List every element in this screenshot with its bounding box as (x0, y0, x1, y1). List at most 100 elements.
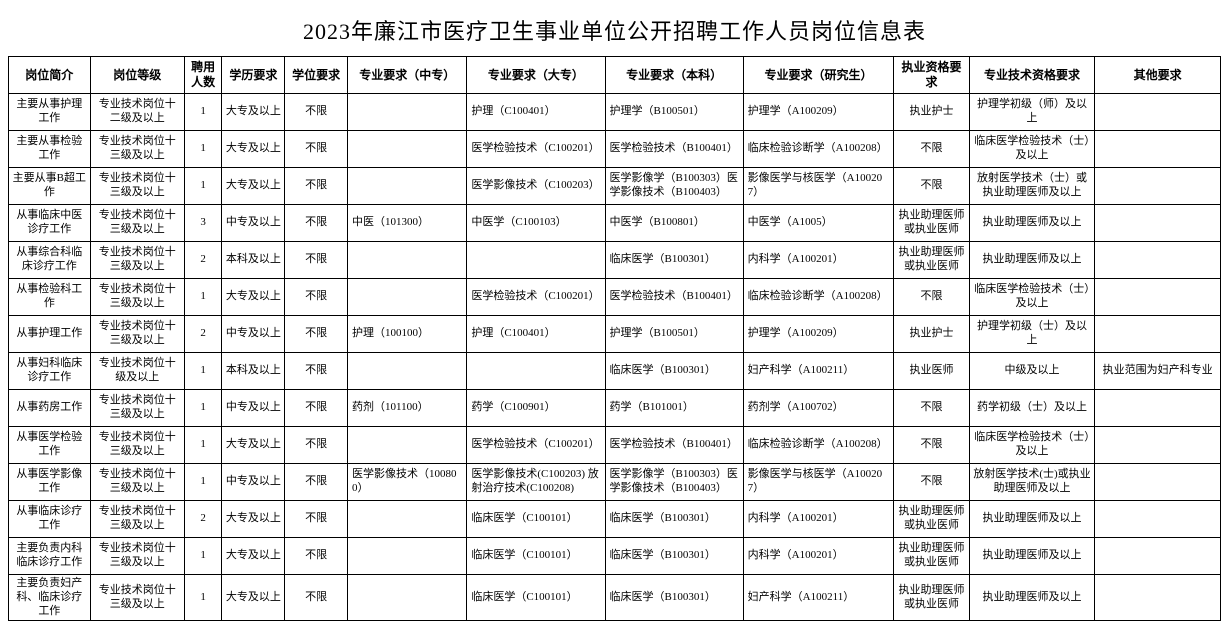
table-cell: 1 (184, 390, 222, 427)
table-cell: 从事护理工作 (9, 316, 91, 353)
table-cell (348, 168, 467, 205)
table-cell: 放射医学技术（士）或执业助理医师及以上 (969, 168, 1095, 205)
jobs-table: 岗位简介 岗位等级 聘用人数 学历要求 学位要求 专业要求（中专） 专业要求（大… (8, 56, 1221, 621)
table-cell (1095, 464, 1221, 501)
table-cell: 临床医学（C100101） (467, 501, 605, 538)
table-cell: 中医学（C100103） (467, 205, 605, 242)
table-cell: 不限 (894, 131, 969, 168)
table-cell: 医学检验技术（B100401） (605, 131, 743, 168)
table-cell: 不限 (285, 575, 348, 621)
table-cell (1095, 575, 1221, 621)
table-cell: 中专及以上 (222, 205, 285, 242)
table-cell: 大专及以上 (222, 575, 285, 621)
table-cell: 临床医学检验技术（士）及以上 (969, 279, 1095, 316)
table-cell (1095, 501, 1221, 538)
table-cell: 中医学（A1005） (743, 205, 894, 242)
table-cell: 专业技术岗位十三级及以上 (90, 464, 184, 501)
table-cell (1095, 427, 1221, 464)
table-cell: 专业技术岗位十级及以上 (90, 353, 184, 390)
table-cell: 执业范围为妇产科专业 (1095, 353, 1221, 390)
table-cell: 护理（C100401） (467, 316, 605, 353)
table-cell: 1 (184, 168, 222, 205)
table-cell: 护理学（A100209） (743, 94, 894, 131)
table-cell: 医学检验技术（C100201） (467, 427, 605, 464)
table-cell: 专业技术岗位十三级及以上 (90, 279, 184, 316)
table-cell: 药学初级（士）及以上 (969, 390, 1095, 427)
table-cell: 3 (184, 205, 222, 242)
table-row: 从事临床诊疗工作专业技术岗位十三级及以上2大专及以上不限临床医学（C100101… (9, 501, 1221, 538)
table-cell: 2 (184, 316, 222, 353)
table-cell (1095, 168, 1221, 205)
table-cell: 不限 (285, 501, 348, 538)
table-cell: 护理学初级（士）及以上 (969, 316, 1095, 353)
table-cell: 不限 (285, 316, 348, 353)
col-header: 专业要求（大专） (467, 57, 605, 94)
table-cell: 放射医学技术(士)或执业助理医师及以上 (969, 464, 1095, 501)
table-cell: 大专及以上 (222, 168, 285, 205)
table-cell (467, 353, 605, 390)
table-cell: 执业助理医师及以上 (969, 575, 1095, 621)
table-cell: 临床检验诊断学（A100208） (743, 279, 894, 316)
table-row: 从事综合科临床诊疗工作专业技术岗位十三级及以上2本科及以上不限临床医学（B100… (9, 242, 1221, 279)
table-cell: 临床医学（B100301） (605, 242, 743, 279)
table-cell: 临床医学（B100301） (605, 538, 743, 575)
table-cell: 专业技术岗位十三级及以上 (90, 168, 184, 205)
col-header: 专业要求（研究生） (743, 57, 894, 94)
table-row: 主要从事检验工作专业技术岗位十三级及以上1大专及以上不限医学检验技术（C1002… (9, 131, 1221, 168)
table-cell (348, 538, 467, 575)
table-cell (1095, 242, 1221, 279)
table-cell: 1 (184, 464, 222, 501)
table-cell: 内科学（A100201） (743, 501, 894, 538)
table-cell (348, 131, 467, 168)
table-cell: 护理学初级（师）及以上 (969, 94, 1095, 131)
table-cell: 妇产科学（A100211） (743, 575, 894, 621)
table-cell: 临床医学（B100301） (605, 575, 743, 621)
table-cell (467, 242, 605, 279)
table-cell: 执业医师 (894, 353, 969, 390)
table-cell (1095, 205, 1221, 242)
table-cell: 执业助理医师及以上 (969, 205, 1095, 242)
table-cell: 不限 (285, 242, 348, 279)
table-cell: 临床医学（C100101） (467, 538, 605, 575)
table-cell (348, 501, 467, 538)
table-cell: 执业助理医师或执业医师 (894, 501, 969, 538)
table-cell (348, 575, 467, 621)
table-cell: 不限 (894, 279, 969, 316)
table-cell: 不限 (894, 168, 969, 205)
table-row: 从事医学影像工作专业技术岗位十三级及以上1中专及以上 不限 医学影像技术（10080… (9, 464, 1221, 501)
page-title: 2023年廉江市医疗卫生事业单位公开招聘工作人员岗位信息表 (8, 14, 1221, 46)
table-cell: 1 (184, 279, 222, 316)
table-cell: 临床医学（B100301） (605, 501, 743, 538)
table-cell: 从事医学影像工作 (9, 464, 91, 501)
col-header: 学历要求 (222, 57, 285, 94)
col-header: 聘用人数 (184, 57, 222, 94)
table-cell: 1 (184, 94, 222, 131)
table-cell: 专业技术岗位十三级及以上 (90, 501, 184, 538)
table-cell: 专业技术岗位十三级及以上 (90, 575, 184, 621)
table-cell: 中医学（B100801） (605, 205, 743, 242)
table-cell: 医学检验技术（B100401） (605, 427, 743, 464)
table-row: 从事护理工作专业技术岗位十三级及以上2中专及以上不限护理（100100）护理（C… (9, 316, 1221, 353)
table-cell: 从事妇科临床诊疗工作 (9, 353, 91, 390)
table-cell: 医学影像技术（100800） (348, 464, 467, 501)
table-cell: 1 (184, 353, 222, 390)
col-header: 专业要求（本科） (605, 57, 743, 94)
table-cell (348, 353, 467, 390)
table-cell: 从事检验科工作 (9, 279, 91, 316)
table-cell: 执业助理医师或执业医师 (894, 205, 969, 242)
table-cell: 中专及以上 (222, 464, 285, 501)
col-header: 专业技术资格要求 (969, 57, 1095, 94)
table-cell: 医学检验技术（B100401） (605, 279, 743, 316)
table-cell: 药学（C100901） (467, 390, 605, 427)
table-cell: 主要从事检验工作 (9, 131, 91, 168)
table-row: 主要负责内科临床诊疗工作专业技术岗位十三级及以上1大专及以上不限临床医学（C10… (9, 538, 1221, 575)
table-cell: 执业助理医师及以上 (969, 538, 1095, 575)
table-cell (1095, 131, 1221, 168)
table-cell (1095, 390, 1221, 427)
table-cell: 从事综合科临床诊疗工作 (9, 242, 91, 279)
col-header: 执业资格要求 (894, 57, 969, 94)
table-cell: 主要从事护理工作 (9, 94, 91, 131)
col-header: 其他要求 (1095, 57, 1221, 94)
table-cell: 不限 (894, 464, 969, 501)
table-cell: 医学影像技术（C100203） (467, 168, 605, 205)
